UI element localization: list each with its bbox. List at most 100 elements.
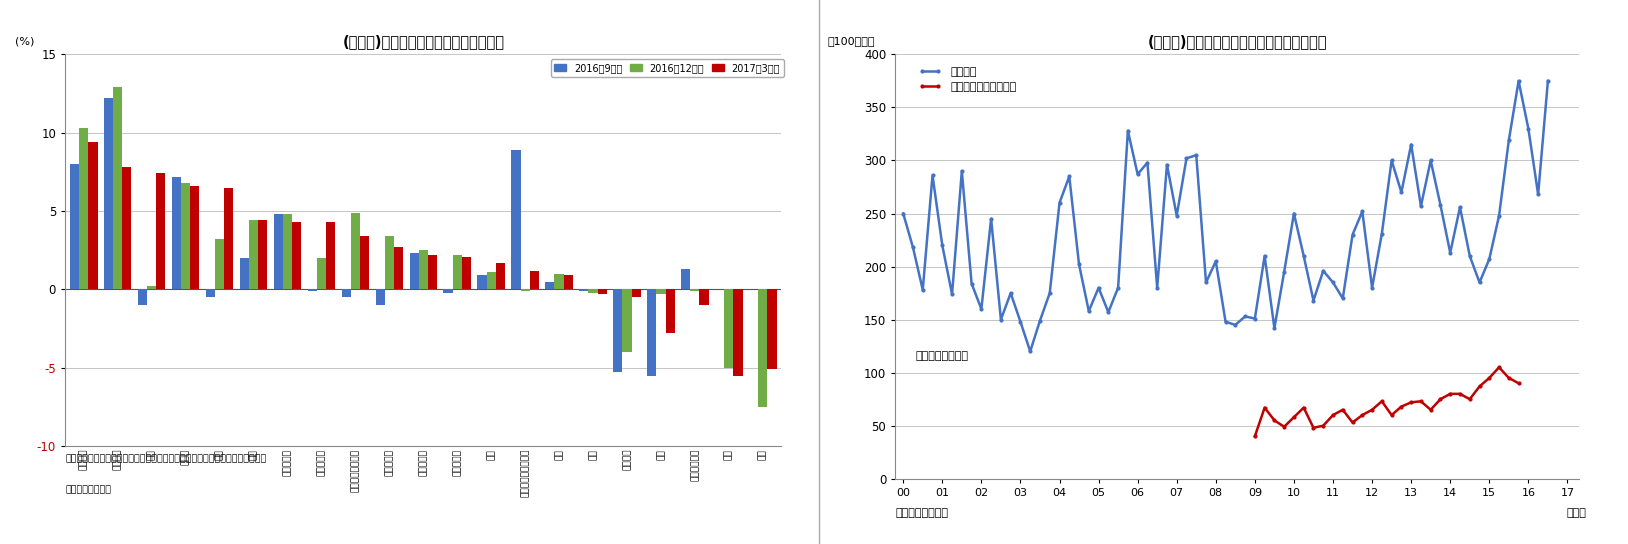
不動産業 (1197, 279, 1216, 286)
Title: (図表５)不動産業向け新規貸出（設備資金）: (図表５)不動産業向け新規貸出（設備資金） (1148, 34, 1327, 49)
うち個人による貳家業 (1411, 398, 1431, 405)
Bar (308, 289, 317, 291)
Bar (597, 289, 607, 294)
うち個人による貳家業 (1402, 399, 1421, 406)
Bar (114, 87, 122, 289)
Bar (759, 289, 767, 407)
Bar (360, 236, 370, 289)
Bar (215, 239, 225, 289)
Bar (190, 186, 199, 289)
うち個人による貳家業 (1421, 406, 1441, 413)
うち個人による貳家業 (1451, 391, 1470, 397)
Bar (453, 255, 462, 289)
Legend: 2016年9月末, 2016年12月末, 2017年3月末: 2016年9月末, 2016年12月末, 2017年3月末 (550, 59, 783, 77)
Bar (545, 282, 555, 289)
Bar (70, 164, 80, 289)
うち個人による貳家業 (1509, 380, 1529, 386)
Bar (656, 289, 666, 294)
Bar (239, 258, 249, 289)
Bar (283, 214, 291, 289)
Bar (384, 236, 394, 289)
うち個人による貳家業 (1353, 412, 1372, 418)
不動産業 (1509, 78, 1529, 84)
Bar (681, 269, 690, 289)
Text: （四半期ベース）: （四半期ベース） (917, 351, 969, 361)
Bar (410, 254, 418, 289)
Bar (477, 275, 487, 289)
Bar (147, 286, 156, 289)
Bar (521, 289, 529, 291)
不動産業 (894, 210, 913, 217)
うち個人による貳家業 (1333, 406, 1353, 413)
Bar (724, 289, 733, 368)
不動産業 (972, 306, 991, 312)
Bar (317, 258, 326, 289)
Bar (555, 274, 563, 289)
うち個人による貳家業 (1245, 433, 1265, 440)
うち個人による貳家業 (1265, 417, 1284, 424)
うち個人による貳家業 (1343, 419, 1363, 426)
うち個人による貳家業 (1304, 424, 1324, 431)
Bar (462, 257, 470, 289)
うち個人による貳家業 (1275, 423, 1294, 430)
Bar (529, 270, 539, 289)
Text: （年）: （年） (1566, 509, 1586, 518)
Bar (104, 98, 114, 289)
Bar (342, 289, 350, 297)
Bar (173, 177, 181, 289)
うち個人による貳家業 (1490, 364, 1509, 370)
Bar (418, 250, 428, 289)
Bar (700, 289, 708, 305)
Bar (122, 167, 132, 289)
Bar (648, 289, 656, 375)
Bar (511, 150, 521, 289)
Bar (428, 255, 436, 289)
Text: (%): (%) (15, 36, 34, 47)
Text: （100億円）: （100億円） (827, 36, 874, 46)
不動産業 (1167, 212, 1187, 219)
Bar (563, 275, 573, 289)
うち個人による貳家業 (1363, 406, 1382, 413)
Line: 不動産業: 不動産業 (902, 79, 1550, 353)
Legend: 不動産業, うち個人による貳家業: 不動産業, うち個人による貳家業 (915, 62, 1021, 97)
不動産業 (1538, 78, 1558, 84)
Text: （資料）日本銀行: （資料）日本銀行 (65, 485, 111, 494)
Bar (80, 128, 88, 289)
不動産業 (943, 291, 962, 298)
Bar (376, 289, 384, 305)
うち個人による貳家業 (1441, 391, 1460, 397)
うち個人による貳家業 (1392, 403, 1411, 410)
Bar (350, 213, 360, 289)
Title: (図表４)業種別貸出の伸び率（前年比）: (図表４)業種別貸出の伸び率（前年比） (342, 34, 505, 49)
Bar (326, 222, 335, 289)
Line: うち個人による貳家業: うち個人による貳家業 (1254, 366, 1521, 438)
うち個人による貳家業 (1480, 375, 1499, 381)
Bar (225, 188, 233, 289)
Bar (249, 220, 259, 289)
Bar (497, 263, 505, 289)
うち個人による貳家業 (1382, 412, 1402, 418)
Text: （資料）日本銀行: （資料）日本銀行 (895, 509, 949, 518)
うち個人による貳家業 (1460, 396, 1480, 403)
うち個人による貳家業 (1431, 396, 1451, 403)
うち個人による貳家業 (1284, 414, 1304, 421)
Bar (181, 183, 190, 289)
うち個人による貳家業 (1314, 422, 1333, 429)
不動産業 (1490, 212, 1509, 219)
うち個人による貳家業 (1499, 375, 1519, 381)
うち個人による貳家業 (1255, 404, 1275, 411)
Bar (291, 222, 301, 289)
Bar (690, 289, 700, 291)
うち個人による貳家業 (1372, 398, 1392, 405)
うち個人による貳家業 (1294, 404, 1314, 411)
Text: （注１）銀行勘定、末残ベース　　（注２）個人による貳家業は不動産の内訳: （注１）銀行勘定、末残ベース （注２）個人による貳家業は不動産の内訳 (65, 454, 267, 463)
Bar (138, 289, 147, 305)
不動産業 (1392, 189, 1411, 195)
Bar (614, 289, 622, 373)
Bar (274, 214, 283, 289)
うち個人による貳家業 (1324, 412, 1343, 418)
Bar (666, 289, 674, 333)
Bar (487, 272, 497, 289)
Bar (88, 142, 98, 289)
Bar (394, 247, 404, 289)
